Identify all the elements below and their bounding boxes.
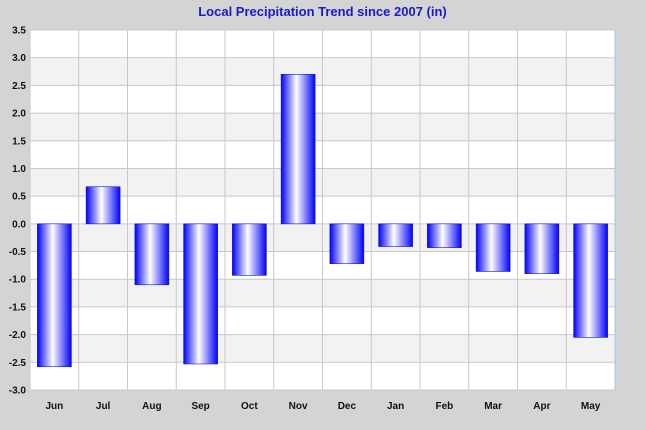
- bar-sep: [183, 223, 218, 365]
- y-tick-label: 3.5: [12, 26, 26, 37]
- x-tick-label: May: [581, 401, 601, 412]
- bar-may: [573, 223, 608, 338]
- y-tick-label: 2.5: [12, 81, 26, 92]
- x-tick-label: Feb: [435, 401, 453, 412]
- chart-title: Local Precipitation Trend since 2007 (in…: [198, 4, 447, 19]
- y-tick-label: 0.0: [12, 219, 26, 230]
- bar-apr: [524, 223, 560, 274]
- y-tick-label: -2.5: [9, 358, 27, 369]
- x-tick-label: Sep: [191, 401, 209, 412]
- grid-lines: [29, 29, 616, 391]
- x-tick-label: Apr: [533, 401, 550, 412]
- bar-aug: [134, 223, 170, 286]
- bar-oct: [232, 223, 267, 276]
- y-tick-label: 1.0: [12, 164, 26, 175]
- y-tick-label: -1.0: [9, 275, 27, 286]
- x-tick-label: Aug: [142, 401, 161, 412]
- bar-jul: [85, 186, 121, 225]
- y-tick-label: -0.5: [9, 247, 27, 258]
- bar-nov: [280, 74, 316, 225]
- y-tick-label: 3.0: [12, 53, 26, 64]
- x-tick-label: Nov: [289, 401, 308, 412]
- x-axis-labels: Jun Jul Aug Sep Oct Nov Dec Jan Feb Mar Apr May: [45, 401, 600, 412]
- y-tick-label: -2.0: [9, 330, 27, 341]
- y-axis-labels: 3.5 3.0 2.5 2.0 1.5 1.0 0.5 0.0 -0.5 -1.0 -1.5 -2.0…: [9, 26, 27, 397]
- y-tick-label: -3.0: [9, 386, 27, 397]
- x-tick-label: Mar: [484, 401, 502, 412]
- bar-jun: [37, 223, 72, 368]
- bars-group: [37, 74, 608, 368]
- bar-jan: [378, 223, 413, 247]
- bar-dec: [329, 223, 365, 265]
- y-tick-label: 1.5: [12, 136, 26, 147]
- x-tick-label: Jul: [96, 401, 111, 412]
- bar-feb: [427, 223, 462, 248]
- y-tick-label: 0.5: [12, 192, 26, 203]
- x-tick-label: Jan: [387, 401, 404, 412]
- x-tick-label: Dec: [338, 401, 357, 412]
- x-tick-label: Jun: [45, 401, 63, 412]
- bar-mar: [475, 223, 511, 272]
- y-tick-label: 2.0: [12, 109, 26, 120]
- x-tick-label: Oct: [241, 401, 258, 412]
- y-tick-label: -1.5: [9, 302, 27, 313]
